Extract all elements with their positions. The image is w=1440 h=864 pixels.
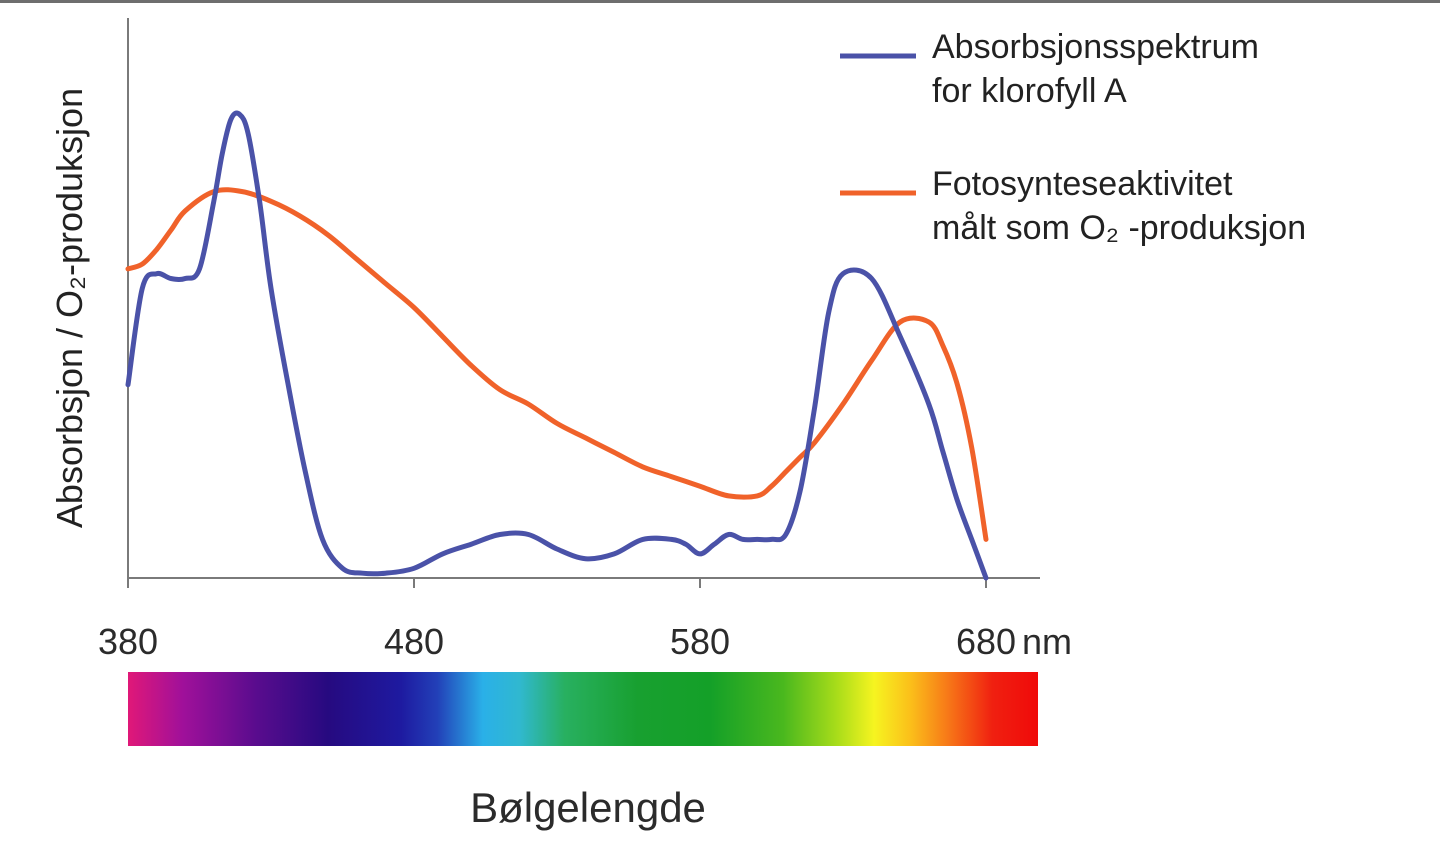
legend-label-line: Absorbsjonsspektrum xyxy=(932,28,1259,66)
x-tick-label: 680 xyxy=(956,621,1016,662)
top-border xyxy=(0,0,1440,3)
x-tick-label: 580 xyxy=(670,621,730,662)
plot-area: 380 480 580 680 xyxy=(98,18,1040,662)
x-axis-label: Bølgelengde xyxy=(470,784,706,831)
x-tick-label: 380 xyxy=(98,621,158,662)
series-line-photosynthesis xyxy=(125,187,989,542)
x-unit-label: nm xyxy=(1022,621,1072,662)
x-ticks: 380 480 580 680 xyxy=(98,578,1016,662)
legend: Absorbsjonsspektrum for klorofyll A Fotosy… xyxy=(840,28,1306,247)
y-axis-label: Absorbsjon / O₂-produksjon xyxy=(49,88,90,528)
series-lines xyxy=(125,110,989,581)
color-spectrum-bar xyxy=(128,672,1038,746)
legend-label-line: målt som O₂ -produksjon xyxy=(932,209,1306,247)
legend-label-line: Fotosynteseaktivitet xyxy=(932,165,1233,203)
legend-label-line: for klorofyll A xyxy=(932,72,1127,110)
series-line-absorption xyxy=(125,110,989,581)
x-tick-label: 480 xyxy=(384,621,444,662)
